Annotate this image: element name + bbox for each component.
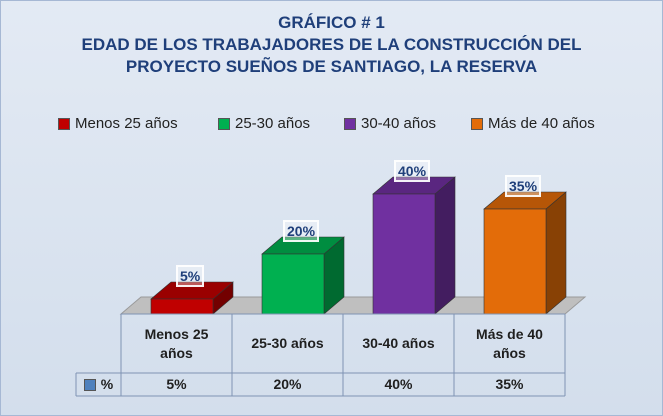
table-value: 5% <box>166 376 187 392</box>
legend-item: Menos 25 años <box>58 115 178 132</box>
bar <box>372 176 456 315</box>
table-header: 25-30 años <box>251 335 324 351</box>
bar-front <box>372 193 436 315</box>
table-value: 40% <box>384 376 413 392</box>
data-label: 20% <box>283 220 320 242</box>
chart-title: PROYECTO SUEÑOS DE SANTIAGO, LA RESERVA <box>125 57 538 76</box>
legend-swatch <box>344 117 356 130</box>
legend-swatch <box>58 117 70 130</box>
bar-front <box>483 208 547 315</box>
legend-label: Menos 25 años <box>75 115 178 132</box>
bar-side <box>434 176 456 315</box>
table-header: Menos 25 años <box>144 325 209 361</box>
chart-title: GRÁFICO # 1 <box>278 13 385 32</box>
table-row-label: % <box>76 373 121 396</box>
legend-item: Más de 40 años <box>471 115 595 132</box>
series-name: % <box>100 376 114 392</box>
data-label: 5% <box>176 265 205 287</box>
table-header: Más de 40 años <box>476 325 543 361</box>
bar-front <box>261 253 325 315</box>
data-label: 35% <box>505 175 542 197</box>
legend-item: 30-40 años <box>344 115 436 132</box>
bar <box>261 236 345 315</box>
chart-title: EDAD DE LOS TRABAJADORES DE LA CONSTRUCC… <box>81 35 582 54</box>
table-value: 35% <box>495 376 524 392</box>
bar-side <box>545 191 567 315</box>
table-value: 20% <box>273 376 302 392</box>
legend-swatch <box>83 378 96 391</box>
bar <box>483 191 567 315</box>
legend-label: 30-40 años <box>361 115 437 132</box>
legend-label: Más de 40 años <box>488 115 595 132</box>
table-header: 30-40 años <box>362 335 435 351</box>
legend-label: 25-30 años <box>235 115 311 132</box>
legend-swatch <box>471 117 483 130</box>
legend-swatch <box>218 117 230 130</box>
bar-front <box>150 298 214 315</box>
data-label: 40% <box>394 160 431 182</box>
legend-item: 25-30 años <box>218 115 310 132</box>
